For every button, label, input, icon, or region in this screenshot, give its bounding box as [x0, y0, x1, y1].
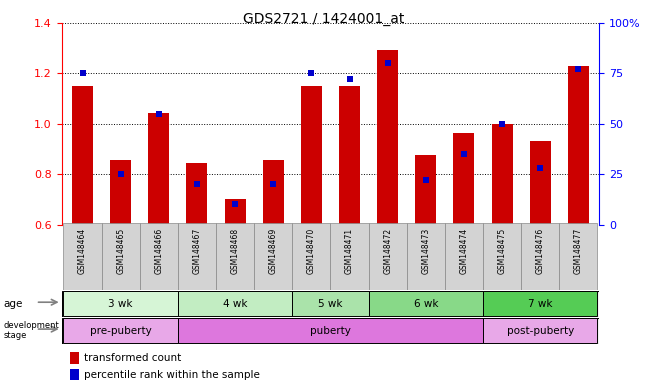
Point: [497, 121, 507, 127]
Bar: [64, 318, 178, 343]
Point: [192, 181, 202, 187]
Bar: [178, 291, 292, 316]
Bar: [64, 223, 102, 290]
Text: GSM148471: GSM148471: [345, 228, 354, 274]
Point: [382, 60, 393, 66]
Text: 5 wk: 5 wk: [318, 299, 343, 309]
Text: percentile rank within the sample: percentile rank within the sample: [84, 369, 260, 379]
Text: GSM148476: GSM148476: [536, 228, 545, 274]
Text: GSM148475: GSM148475: [498, 228, 507, 274]
Point: [154, 111, 164, 117]
Point: [115, 171, 126, 177]
Bar: [415, 156, 436, 225]
Text: GSM148473: GSM148473: [421, 228, 430, 274]
Bar: [301, 86, 322, 225]
Bar: [72, 86, 93, 225]
Text: 6 wk: 6 wk: [413, 299, 438, 309]
Text: pre-puberty: pre-puberty: [90, 326, 152, 336]
Point: [573, 66, 584, 73]
Text: 4 wk: 4 wk: [223, 299, 248, 309]
Bar: [102, 223, 140, 290]
Text: GSM148465: GSM148465: [116, 228, 125, 274]
Text: GSM148464: GSM148464: [78, 228, 87, 274]
Bar: [369, 223, 407, 290]
Text: age: age: [3, 299, 23, 309]
Text: 7 wk: 7 wk: [528, 299, 553, 309]
Point: [344, 76, 354, 83]
Bar: [254, 223, 292, 290]
Bar: [483, 223, 521, 290]
Text: GSM148469: GSM148469: [269, 228, 278, 274]
Point: [421, 177, 431, 184]
Text: GSM148477: GSM148477: [574, 228, 583, 274]
Text: GSM148468: GSM148468: [231, 228, 240, 274]
Point: [459, 151, 469, 157]
Bar: [140, 223, 178, 290]
Point: [268, 181, 279, 187]
Text: GSM148470: GSM148470: [307, 228, 316, 274]
Text: GSM148472: GSM148472: [383, 228, 392, 274]
Text: GSM148474: GSM148474: [459, 228, 469, 274]
Point: [307, 70, 317, 76]
Bar: [187, 163, 207, 225]
Bar: [559, 223, 597, 290]
Bar: [292, 223, 330, 290]
Text: development
stage: development stage: [3, 321, 59, 340]
Bar: [530, 141, 551, 225]
Bar: [178, 223, 216, 290]
Text: puberty: puberty: [310, 326, 351, 336]
Bar: [568, 66, 589, 225]
Bar: [330, 223, 369, 290]
Point: [77, 70, 87, 76]
Bar: [64, 291, 178, 316]
Point: [230, 202, 240, 208]
Text: GDS2721 / 1424001_at: GDS2721 / 1424001_at: [243, 12, 405, 25]
Bar: [69, 352, 79, 364]
Bar: [69, 369, 79, 380]
Bar: [407, 223, 445, 290]
Bar: [483, 318, 597, 343]
Bar: [454, 132, 474, 225]
Bar: [216, 223, 254, 290]
Bar: [263, 161, 284, 225]
Bar: [292, 291, 369, 316]
Bar: [483, 291, 597, 316]
Bar: [178, 318, 483, 343]
Bar: [225, 199, 246, 225]
Bar: [148, 113, 169, 225]
Text: 3 wk: 3 wk: [108, 299, 133, 309]
Text: post-puberty: post-puberty: [507, 326, 574, 336]
Bar: [492, 124, 513, 225]
Bar: [445, 223, 483, 290]
Text: GSM148466: GSM148466: [154, 228, 163, 274]
Bar: [369, 291, 483, 316]
Bar: [339, 86, 360, 225]
Bar: [377, 50, 398, 225]
Bar: [521, 223, 559, 290]
Bar: [110, 161, 131, 225]
Text: GSM148467: GSM148467: [192, 228, 202, 274]
Text: transformed count: transformed count: [84, 353, 181, 363]
Point: [535, 165, 546, 171]
